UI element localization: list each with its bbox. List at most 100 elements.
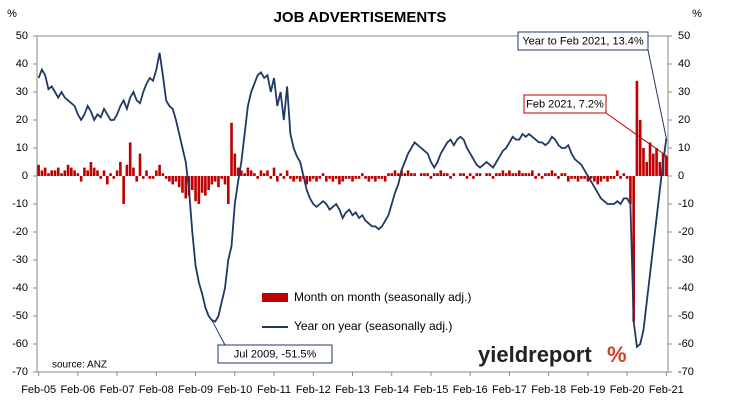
bar bbox=[184, 176, 188, 199]
bar bbox=[642, 148, 645, 176]
bar bbox=[236, 167, 240, 176]
bar bbox=[298, 176, 302, 182]
bar bbox=[253, 173, 256, 176]
x-tick-label: Feb-06 bbox=[60, 384, 95, 396]
x-tick-label: Feb-16 bbox=[453, 384, 488, 396]
y-tick-label: 20 bbox=[16, 114, 28, 126]
y2-tick-label: 30 bbox=[678, 86, 690, 98]
bar bbox=[514, 173, 518, 176]
bar bbox=[531, 170, 534, 176]
bar bbox=[465, 176, 469, 179]
y2-tick-label: -20 bbox=[678, 226, 694, 238]
bar bbox=[190, 176, 194, 190]
x-tick-label: Feb-15 bbox=[414, 384, 449, 396]
bar bbox=[393, 170, 397, 176]
bar bbox=[289, 176, 292, 179]
bar bbox=[311, 176, 315, 179]
bar bbox=[426, 173, 430, 176]
bar bbox=[488, 173, 492, 176]
bar bbox=[285, 170, 289, 176]
y-tick-label: -60 bbox=[12, 338, 28, 350]
bar bbox=[63, 170, 67, 176]
bar bbox=[40, 170, 44, 176]
bar bbox=[145, 170, 148, 176]
bar bbox=[498, 173, 501, 176]
bar bbox=[468, 173, 472, 176]
bar bbox=[344, 176, 348, 179]
bar bbox=[622, 173, 626, 176]
bar bbox=[295, 176, 299, 179]
bar bbox=[442, 173, 446, 176]
bar bbox=[413, 173, 416, 176]
bar bbox=[665, 155, 668, 176]
bar bbox=[593, 176, 596, 182]
bar bbox=[602, 176, 606, 179]
y2-tick-label: 50 bbox=[678, 30, 690, 42]
bar bbox=[511, 173, 515, 176]
bar bbox=[275, 176, 279, 182]
bar bbox=[580, 176, 583, 179]
bar bbox=[553, 173, 557, 176]
bar bbox=[606, 176, 609, 182]
bar bbox=[347, 176, 351, 179]
bar bbox=[357, 176, 361, 179]
bar bbox=[612, 176, 616, 179]
bar bbox=[459, 173, 462, 176]
bar bbox=[96, 170, 99, 176]
bar bbox=[230, 122, 233, 176]
x-tick-label: Feb-08 bbox=[139, 384, 174, 396]
bar bbox=[56, 167, 60, 176]
bar bbox=[233, 153, 237, 176]
bar bbox=[423, 173, 426, 176]
y2-tick-label: -60 bbox=[678, 338, 694, 350]
bar bbox=[645, 162, 649, 176]
bar bbox=[194, 176, 197, 202]
bar bbox=[648, 142, 652, 176]
logo-mark: % bbox=[607, 342, 627, 367]
bar bbox=[351, 176, 354, 182]
bar bbox=[550, 170, 554, 176]
bar bbox=[341, 176, 344, 182]
bar bbox=[181, 176, 184, 193]
y-tick-label: -40 bbox=[12, 282, 28, 294]
bar bbox=[537, 173, 541, 176]
bar bbox=[305, 176, 309, 185]
bar bbox=[328, 176, 331, 179]
bar bbox=[315, 176, 318, 182]
bar bbox=[197, 176, 201, 204]
bar bbox=[325, 176, 328, 182]
source: source: ANZ bbox=[52, 360, 107, 371]
bar bbox=[112, 176, 116, 179]
bar bbox=[66, 164, 70, 176]
bar bbox=[491, 176, 495, 179]
bar bbox=[207, 176, 210, 190]
line bbox=[37, 52, 668, 349]
bar bbox=[629, 176, 632, 204]
bar bbox=[115, 170, 119, 176]
bar bbox=[383, 176, 387, 182]
bar bbox=[73, 170, 76, 176]
legend-swatch bbox=[262, 293, 288, 302]
bar bbox=[570, 176, 573, 179]
logo: yieldreport bbox=[478, 342, 592, 367]
bar bbox=[125, 164, 129, 176]
bar bbox=[390, 173, 394, 176]
bar bbox=[168, 176, 171, 182]
bar bbox=[619, 176, 622, 179]
bar bbox=[364, 176, 367, 179]
annotation-leader bbox=[647, 49, 667, 139]
x-tick-label: Feb-21 bbox=[649, 384, 684, 396]
bar bbox=[321, 173, 325, 176]
bar bbox=[406, 170, 410, 176]
bar bbox=[217, 176, 220, 188]
bar bbox=[338, 176, 341, 185]
bar bbox=[429, 176, 433, 179]
bar bbox=[354, 176, 358, 179]
bar bbox=[403, 173, 407, 176]
y2-tick-label: 40 bbox=[678, 58, 690, 70]
bar bbox=[161, 173, 165, 176]
bar bbox=[377, 176, 380, 179]
bar bbox=[370, 176, 374, 179]
y-tick-label: 50 bbox=[16, 30, 28, 42]
bar bbox=[83, 167, 86, 176]
